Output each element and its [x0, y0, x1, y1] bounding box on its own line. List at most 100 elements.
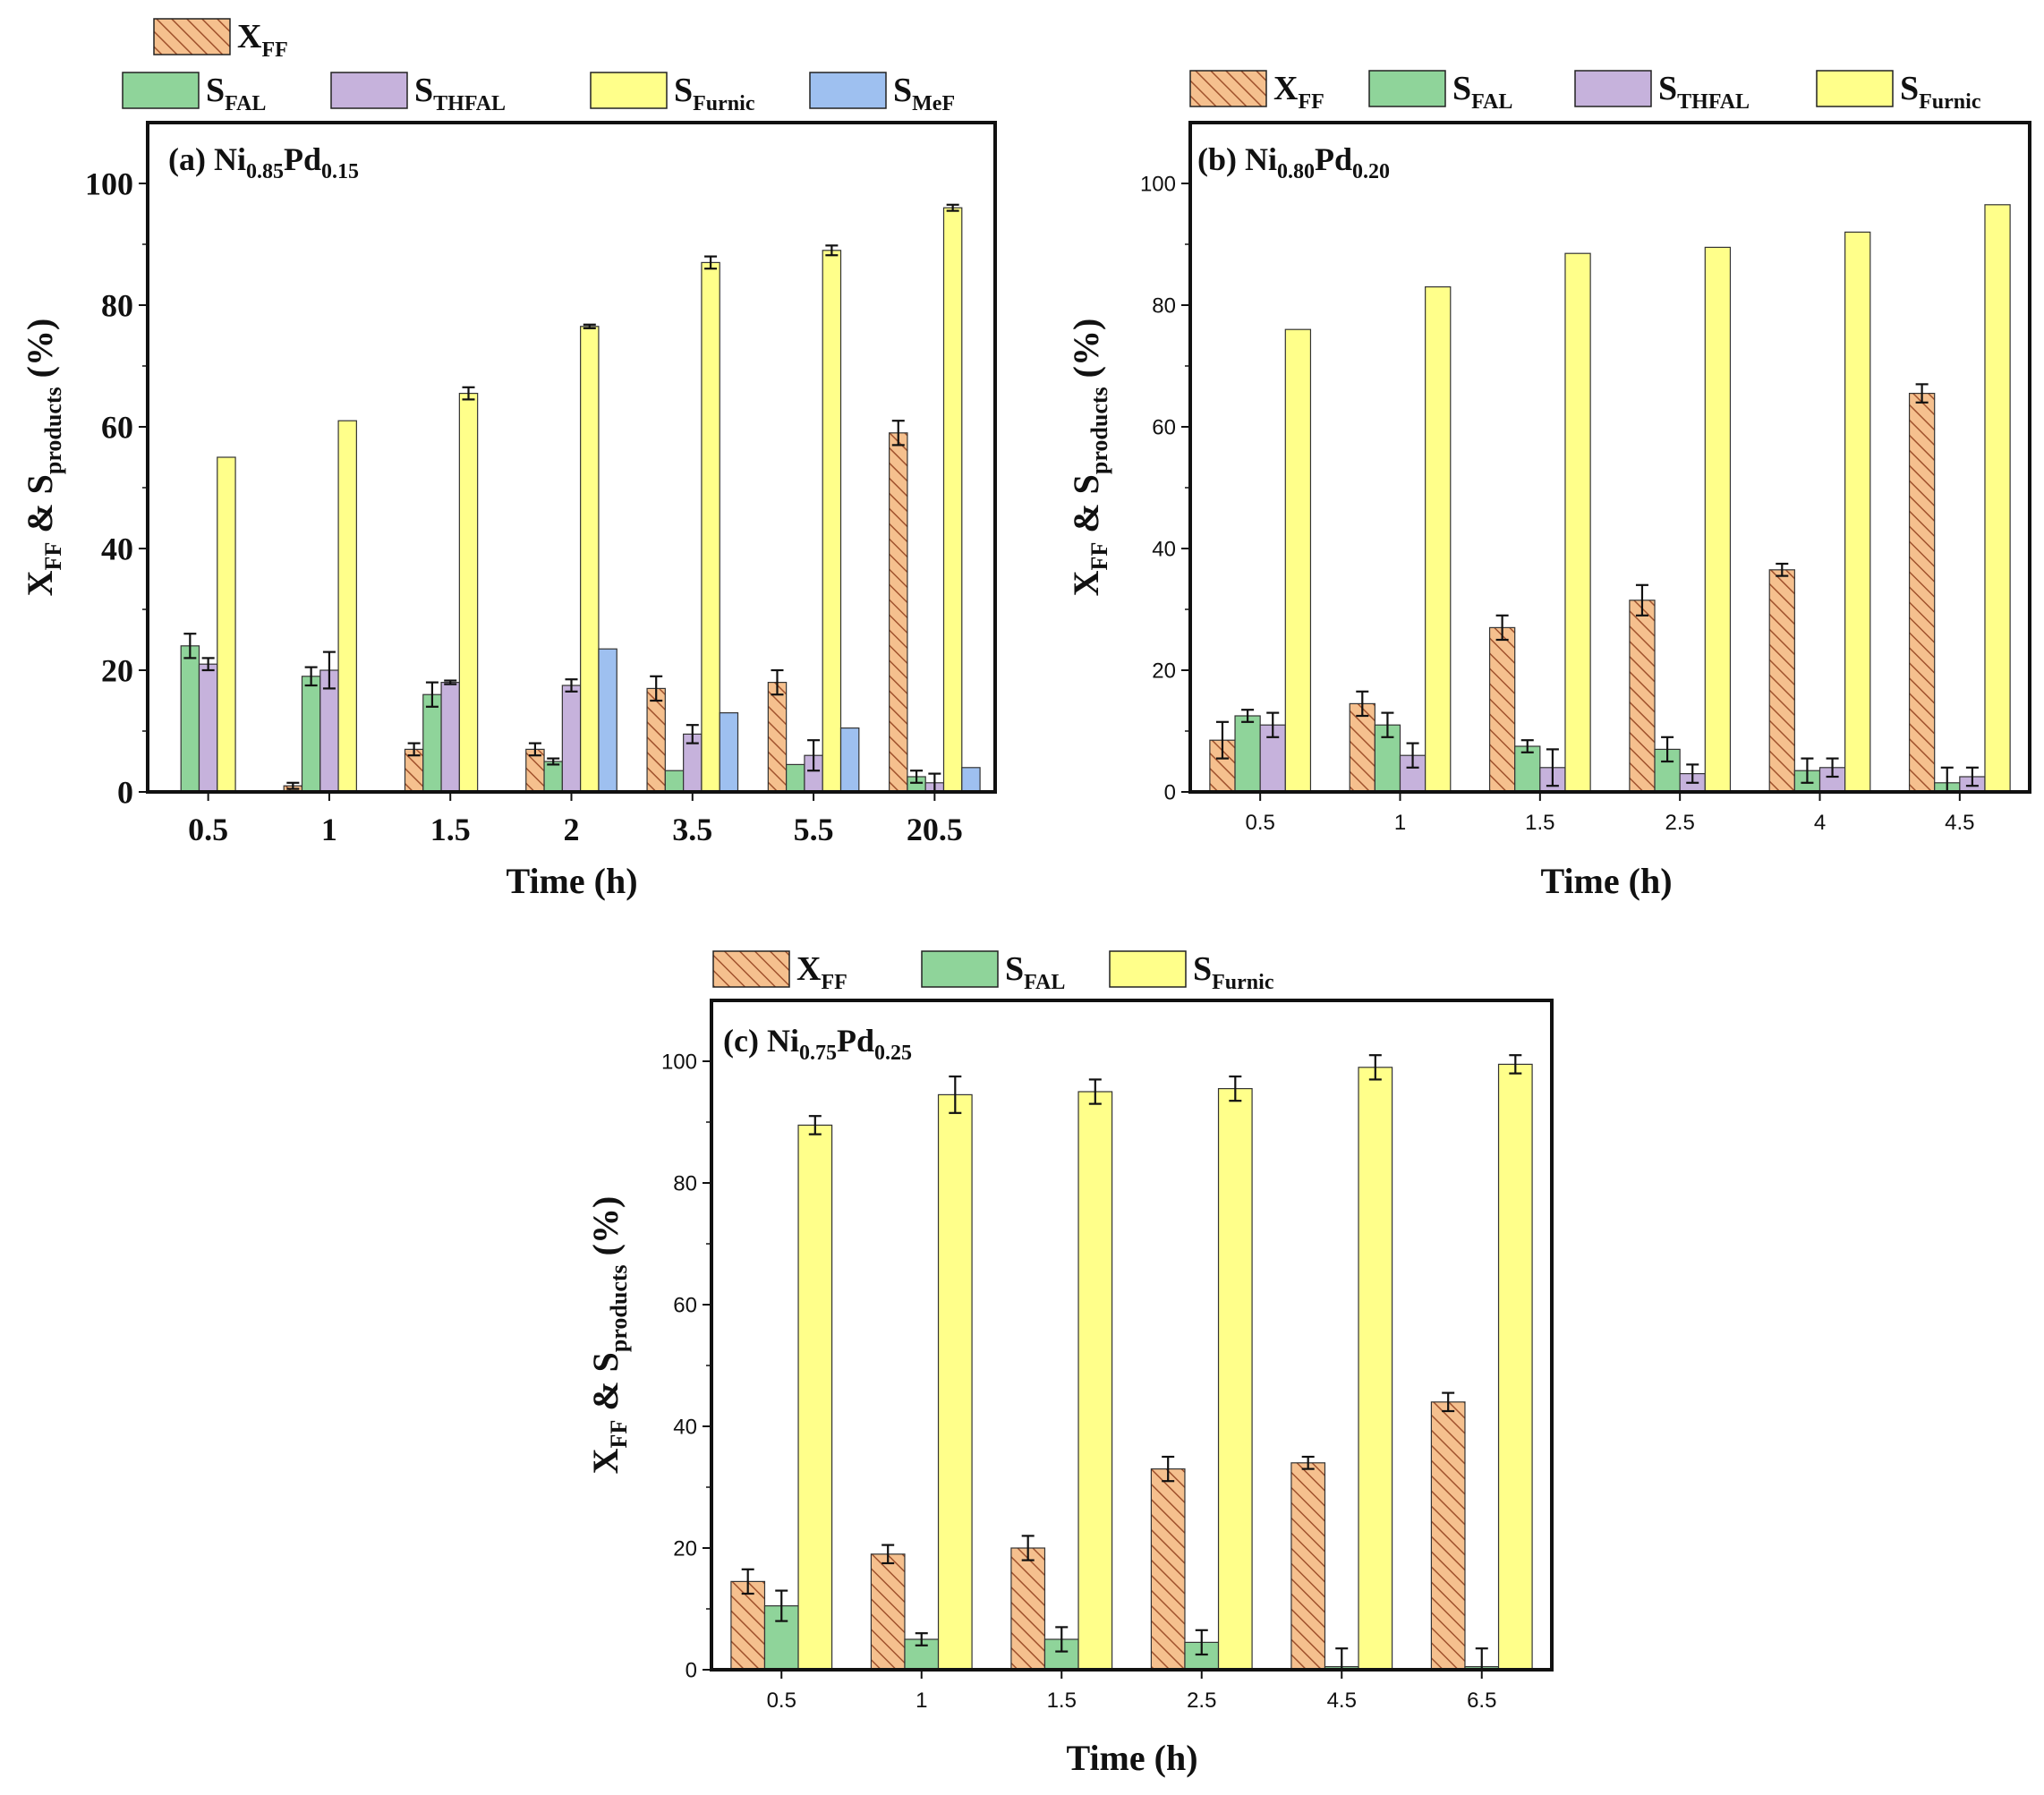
- ylabel-end: (%): [1066, 319, 1106, 387]
- chart-panel-c: 0.5 1 1.5 2.5 4.5 6.5 0 20 40 60 80 100 (c) Ni0.75Pd…: [585, 999, 1554, 1778]
- y-tick-label: 20: [673, 1536, 697, 1561]
- bar-S_THFAL: [561, 685, 582, 793]
- bar-S_THFAL: [198, 663, 218, 793]
- panel-title: (a) Ni0.85Pd0.15: [168, 141, 359, 183]
- bar-S_Furnic: [458, 393, 479, 793]
- legend-sub: FF: [261, 38, 287, 62]
- title-sub2: 0.15: [321, 160, 359, 183]
- bar-S_Furnic: [580, 326, 600, 793]
- bar-S_FAL: [301, 676, 321, 793]
- x-tick-label: 1.5: [430, 812, 471, 847]
- legend-label-S_Furnic: SFurnic: [1900, 70, 1981, 114]
- chart-panel-b: 0.5 1 1.5 2.5 4 4.5 0 20 40 60 80 100 (b) Ni0.80Pd0.…: [1066, 121, 2031, 901]
- ylabel-mid: & S: [585, 1352, 626, 1420]
- legend-sub: FF: [1298, 90, 1324, 114]
- legend-main: S: [1900, 70, 1919, 107]
- bar-S_FAL: [786, 763, 805, 793]
- bar-S_Furnic: [937, 1093, 973, 1671]
- x-tick-label: 2: [564, 812, 580, 847]
- legend-sub: Furnic: [1919, 90, 1981, 114]
- bar-X_FF: [1629, 600, 1656, 793]
- x-tick-label: 0.5: [188, 812, 228, 847]
- bar-S_MeF: [961, 767, 981, 793]
- bar-X_FF: [646, 687, 666, 793]
- legend-label-X_FF: XFF: [1273, 70, 1324, 114]
- legend-swatch-X_FF: [153, 18, 231, 55]
- bar-S_FAL: [422, 693, 442, 793]
- legend-main: S: [1658, 70, 1677, 107]
- bar-X_FF: [1349, 702, 1375, 793]
- bar-X_FF: [1150, 1467, 1186, 1671]
- y-tick-label: 40: [1152, 537, 1176, 561]
- legend-main: S: [1193, 950, 1212, 988]
- bar-X_FF: [1430, 1401, 1466, 1671]
- legend-label-X_FF: XFF: [796, 950, 847, 994]
- bar-S_FAL: [543, 761, 563, 793]
- bar-S_MeF: [719, 711, 739, 793]
- ylabel-end: (%): [585, 1196, 626, 1265]
- bar-S_FAL: [1234, 715, 1261, 793]
- legend-sub: Furnic: [1212, 971, 1274, 994]
- y-axis-label: XFF & Sproducts (%): [585, 1196, 632, 1475]
- panel-title: (b) Ni0.80Pd0.20: [1197, 141, 1390, 183]
- x-tick-label: 4: [1814, 811, 1826, 835]
- legend-sub: FAL: [1024, 971, 1065, 994]
- legend-main: X: [796, 950, 821, 988]
- legend-swatch-X_FF: [712, 950, 790, 988]
- y-axis-label: XFF & Sproducts (%): [20, 319, 66, 597]
- legend-label-S_MeF: SMeF: [893, 72, 955, 115]
- legend-swatch-S_THFAL: [1574, 70, 1652, 107]
- title-mid: Pd: [284, 141, 321, 177]
- legend-main: S: [1452, 70, 1471, 107]
- bar-S_Furnic: [797, 1124, 833, 1671]
- bar-S_THFAL: [440, 681, 460, 793]
- bar-S_Furnic: [1704, 246, 1732, 793]
- x-tick-label: 5.5: [794, 812, 834, 847]
- x-tick-label: 1: [916, 1689, 927, 1713]
- x-tick-label: 1.5: [1047, 1689, 1077, 1713]
- y-tick-label: 40: [673, 1415, 697, 1439]
- legend-main: S: [674, 72, 693, 109]
- bar-S_Furnic: [1217, 1087, 1253, 1671]
- x-axis-label: Time (h): [1540, 861, 1672, 901]
- ylabel-sub1: FF: [606, 1420, 632, 1449]
- ylabel-sub2: products: [40, 387, 66, 474]
- title-sub2: 0.25: [874, 1042, 912, 1065]
- panel-title: (c) Ni0.75Pd0.25: [723, 1023, 912, 1065]
- y-axis-label: XFF & Sproducts (%): [1066, 319, 1112, 597]
- y-tick-label: 0: [686, 1658, 697, 1682]
- x-tick-label: 1: [321, 812, 337, 847]
- title-prefix: (b) Ni: [1197, 141, 1277, 177]
- legend-label-S_THFAL: STHFAL: [1658, 70, 1750, 114]
- legend-swatch-S_THFAL: [330, 72, 408, 109]
- bar-S_Furnic: [1844, 231, 1871, 793]
- legend-sub: FAL: [225, 92, 266, 115]
- bar-X_FF: [767, 681, 788, 793]
- bar-X_FF: [1768, 569, 1795, 793]
- plot-frame: [146, 121, 997, 794]
- y-tick-label: 60: [1152, 415, 1176, 439]
- legend-label-S_FAL: SFAL: [206, 72, 266, 115]
- bar-S_Furnic: [822, 250, 842, 793]
- bar-X_FF: [889, 432, 908, 793]
- title-sub1: 0.85: [246, 160, 284, 183]
- x-tick-label: 0.5: [1245, 811, 1274, 835]
- ylabel-main: X: [1066, 570, 1106, 596]
- y-tick-label: 0: [1164, 780, 1176, 804]
- y-tick-label: 100: [661, 1050, 697, 1074]
- legend-swatch-S_Furnic: [1109, 950, 1187, 988]
- title-prefix: (c) Ni: [723, 1023, 799, 1059]
- bar-S_FAL: [664, 770, 685, 793]
- y-tick-label: 80: [1152, 293, 1176, 318]
- bar-X_FF: [730, 1580, 766, 1671]
- y-tick-label: 40: [101, 532, 133, 567]
- x-tick-label: 1.5: [1525, 811, 1554, 835]
- legend-swatch-X_FF: [1189, 70, 1267, 107]
- bar-S_Furnic: [1564, 252, 1591, 793]
- legend-main: S: [414, 72, 433, 109]
- y-tick-label: 100: [85, 166, 133, 202]
- legend-sub: THFAL: [433, 92, 506, 115]
- bar-S_MeF: [598, 648, 617, 793]
- x-tick-label: 6.5: [1467, 1689, 1496, 1713]
- y-tick-label: 60: [673, 1293, 697, 1317]
